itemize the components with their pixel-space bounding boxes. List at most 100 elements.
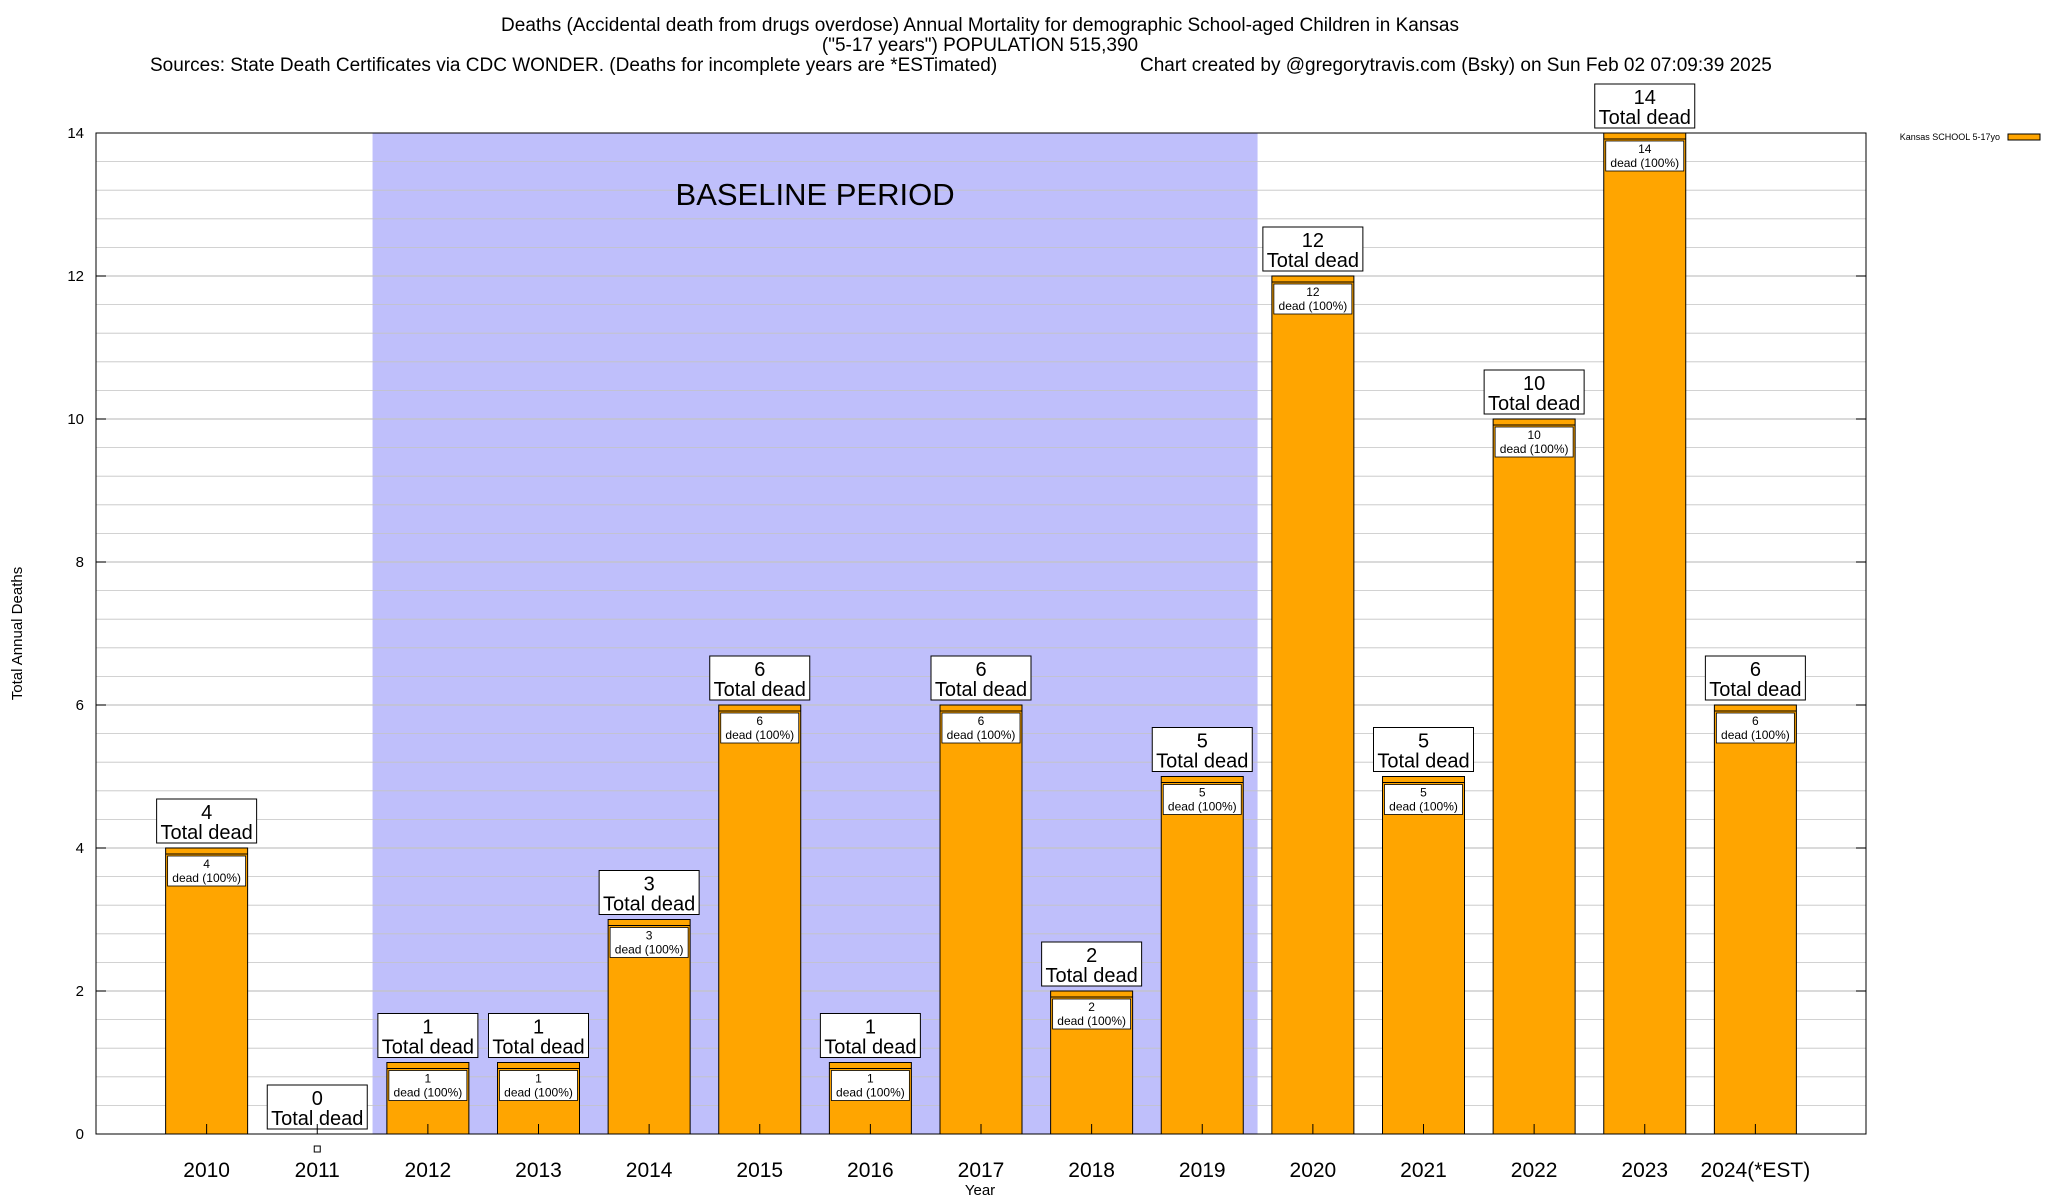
bar-segment-label: dead (100%) <box>836 1086 905 1100</box>
x-tick-label: 2018 <box>1068 1159 1115 1182</box>
x-tick-label: 2022 <box>1511 1159 1558 1182</box>
bar-segment-label: dead (100%) <box>615 943 684 957</box>
total-label: Total dead <box>382 1037 474 1059</box>
baseline-label: BASELINE PERIOD <box>676 177 955 212</box>
bar-segment-value: 4 <box>203 857 210 871</box>
total-label: Total dead <box>1709 679 1801 701</box>
x-tick-label: 2014 <box>626 1159 673 1182</box>
bar-segment-label: dead (100%) <box>1610 156 1679 170</box>
bar <box>939 704 1023 1135</box>
total-label: Total dead <box>160 822 252 844</box>
total-value: 1 <box>422 1017 433 1039</box>
y-tick-label: 6 <box>76 697 84 714</box>
total-label-box <box>1151 727 1253 772</box>
x-tick-label: 2019 <box>1179 1159 1226 1182</box>
chart-title-line2: ("5-17 years") POPULATION 515,390 <box>822 35 1138 56</box>
bar-segment-value: 2 <box>1088 1000 1095 1014</box>
total-label-box <box>709 655 811 701</box>
chart-sources: Sources: State Death Certificates via CD… <box>150 55 997 76</box>
total-value: 5 <box>1197 731 1208 753</box>
total-label: Total dead <box>1045 965 1137 987</box>
total-label: Total dead <box>603 894 695 916</box>
total-value: 3 <box>644 874 655 896</box>
x-tick-label: 2016 <box>847 1159 894 1182</box>
total-value: 6 <box>975 659 986 681</box>
bar-segment-label-box <box>1384 784 1463 815</box>
bar-segment-value: 6 <box>756 714 763 728</box>
bar-segment-label: dead (100%) <box>725 728 794 742</box>
x-tick-label: 2015 <box>736 1159 783 1182</box>
y-tick-label: 0 <box>76 1126 84 1143</box>
bar-segment-value: 6 <box>1752 714 1759 728</box>
bar <box>1271 275 1355 1135</box>
bar <box>1492 418 1576 1135</box>
total-value: 1 <box>533 1017 544 1039</box>
bar-segment-label: dead (100%) <box>1389 800 1458 814</box>
bar-segment-label: dead (100%) <box>1279 299 1348 313</box>
bar-segment-label: dead (100%) <box>504 1086 573 1100</box>
legend-swatch <box>2007 133 2041 141</box>
bar-segment-label-box <box>1494 426 1574 458</box>
bar-segment-label-box <box>1052 998 1132 1030</box>
bar-segment-value: 5 <box>1420 786 1427 800</box>
bar-segment-value: 10 <box>1527 428 1541 442</box>
bar-segment-value: 12 <box>1306 285 1320 299</box>
total-label: Total dead <box>1488 393 1580 415</box>
bar <box>1603 132 1687 1135</box>
bar-segment-label-box <box>720 712 800 744</box>
x-tick-label: 2021 <box>1400 1159 1447 1182</box>
bar-segment-label-box <box>1715 712 1795 744</box>
total-label-box <box>1483 369 1585 415</box>
bar <box>165 847 249 1135</box>
bar-segment-label: dead (100%) <box>1500 442 1569 456</box>
y-tick-label: 10 <box>67 411 84 428</box>
x-tick-label: 2023 <box>1621 1159 1668 1182</box>
chart-title-line1: Deaths (Accidental death from drugs over… <box>501 15 1459 36</box>
total-label-box <box>819 1013 921 1058</box>
bar-segment-label: dead (100%) <box>394 1086 463 1100</box>
bar-segment-label: dead (100%) <box>1168 800 1237 814</box>
y-tick-label: 2 <box>76 983 84 1000</box>
total-label-box <box>1704 655 1806 701</box>
x-tick-label: 2020 <box>1290 1159 1337 1182</box>
bar-segment-label-box <box>1273 283 1353 315</box>
bar-segment-label-box <box>499 1070 578 1101</box>
bar <box>718 704 802 1135</box>
total-label-box <box>377 1013 479 1058</box>
total-value: 12 <box>1302 230 1324 252</box>
total-value: 0 <box>312 1088 323 1110</box>
y-axis-title: Total Annual Deaths <box>9 567 26 700</box>
total-value: 2 <box>1086 945 1097 967</box>
bar-segment-value: 3 <box>646 929 653 943</box>
total-label-box <box>156 798 258 844</box>
bar-segment-value: 1 <box>535 1072 542 1086</box>
total-label-box <box>930 655 1032 701</box>
y-tick-label: 4 <box>76 840 84 857</box>
bar-segment-label: dead (100%) <box>1057 1014 1126 1028</box>
bar-segment-value: 14 <box>1638 142 1652 156</box>
total-label: Total dead <box>1156 751 1248 773</box>
bar-segment-label-box <box>1162 784 1242 815</box>
total-label: Total dead <box>824 1037 916 1059</box>
bar-segment-label-box <box>830 1070 910 1101</box>
total-value: 14 <box>1634 87 1656 109</box>
bar-segment-label-box <box>1605 140 1685 172</box>
total-label-box <box>1262 226 1364 272</box>
total-value: 4 <box>201 802 212 824</box>
bar-segment-value: 1 <box>867 1072 874 1086</box>
total-label: Total dead <box>714 679 806 701</box>
